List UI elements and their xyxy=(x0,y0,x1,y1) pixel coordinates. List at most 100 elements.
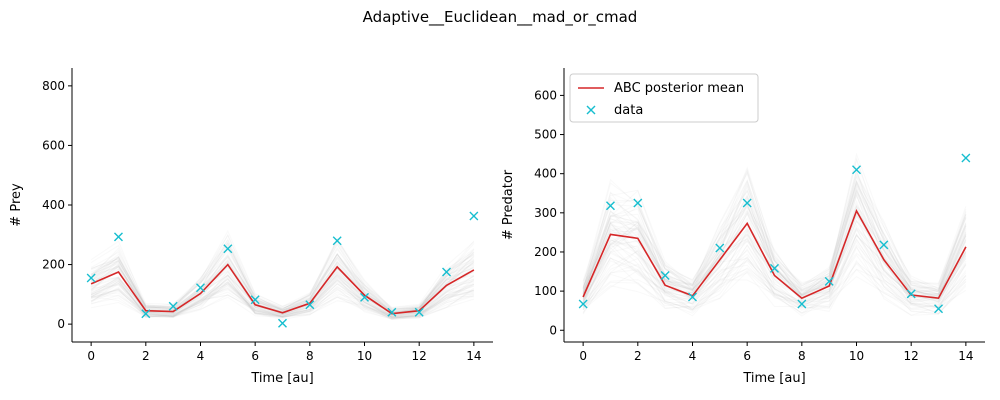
prey-sample-line xyxy=(90,237,475,310)
prey-data-point xyxy=(250,295,260,305)
predator-y-tick-label: 100 xyxy=(534,284,557,298)
predator-sample-line xyxy=(582,213,967,305)
predator-sample-line xyxy=(582,245,967,316)
predator-sample-line xyxy=(582,208,967,305)
predator-data-point xyxy=(824,276,834,286)
prey-data-point xyxy=(141,309,151,319)
figure-title: Adaptive__Euclidean__mad_or_cmad xyxy=(363,8,638,27)
prey-sample-line xyxy=(90,286,475,319)
prey-chart-panel: 0 2 4 6 8 10 12 14 0 200 400 600 800 Time [au] # Prey xyxy=(9,68,493,386)
prey-sample-line xyxy=(90,273,475,318)
prey-data-point xyxy=(305,300,315,310)
predator-sample-line xyxy=(582,263,967,317)
predator-sample-line xyxy=(582,210,967,299)
prey-x-tick-label: 4 xyxy=(197,349,205,363)
predator-sample-line xyxy=(582,226,967,311)
predator-sample-line xyxy=(582,168,967,287)
predator-sample-line xyxy=(582,213,967,300)
prey-data-point xyxy=(469,211,479,221)
prey-sample-line xyxy=(90,276,474,318)
predator-sample-line xyxy=(582,234,967,307)
prey-sample-line xyxy=(90,284,475,318)
prey-sample-line xyxy=(90,248,475,310)
predator-data-point xyxy=(715,243,725,253)
prey-sample-line xyxy=(90,281,475,316)
prey-sample-line xyxy=(90,260,475,315)
predator-sample-line xyxy=(582,268,967,314)
predator-sample-line xyxy=(582,188,967,293)
predator-sample-line xyxy=(582,190,967,299)
predator-sample-line xyxy=(582,233,967,307)
prey-sample-line xyxy=(90,246,475,313)
prey-sample-line xyxy=(90,242,475,313)
predator-sample-line xyxy=(582,179,967,298)
prey-sample-line xyxy=(90,241,475,310)
predator-x-tick-label: 4 xyxy=(689,349,697,363)
prey-y-tick-label: 800 xyxy=(42,79,65,93)
prey-sample-line xyxy=(90,278,475,319)
predator-sample-line xyxy=(582,166,967,291)
predator-sample-line xyxy=(582,246,967,315)
prey-x-tick-label: 0 xyxy=(87,349,95,363)
predator-legend: ABC posterior mean data xyxy=(569,73,759,123)
predator-x-tick-label: 0 xyxy=(579,349,587,363)
predator-posterior-samples xyxy=(582,152,967,317)
prey-sample-line xyxy=(90,233,475,308)
predator-data-point xyxy=(660,270,670,280)
prey-sample-line xyxy=(90,278,475,318)
predator-sample-line xyxy=(582,244,967,315)
prey-sample-line xyxy=(90,262,475,316)
prey-y-axis-label: # Prey xyxy=(9,183,24,227)
prey-sample-line xyxy=(90,283,475,319)
prey-sample-line xyxy=(90,279,475,318)
prey-y-tick-label: 200 xyxy=(42,258,65,272)
prey-sample-line xyxy=(90,275,475,318)
predator-sample-line xyxy=(582,221,967,301)
predator-sample-line xyxy=(582,179,967,296)
predator-sample-line xyxy=(582,208,967,303)
prey-x-tick-label: 10 xyxy=(357,349,372,363)
prey-sample-line xyxy=(90,267,475,318)
prey-sample-line xyxy=(90,253,475,312)
prey-sample-line xyxy=(90,240,475,313)
prey-posterior-samples xyxy=(90,229,475,321)
predator-sample-line xyxy=(582,240,967,312)
predator-sample-line xyxy=(582,171,967,290)
predator-sample-line xyxy=(582,229,967,300)
predator-sample-line xyxy=(582,219,967,303)
prey-sample-line xyxy=(90,271,475,316)
predator-sample-line xyxy=(582,178,967,289)
predator-x-tick-label: 8 xyxy=(798,349,806,363)
predator-y-tick-label: 400 xyxy=(534,167,557,181)
prey-x-tick-label: 6 xyxy=(251,349,259,363)
predator-sample-line xyxy=(582,230,967,304)
predator-sample-line xyxy=(582,194,967,303)
prey-y-tick-label: 400 xyxy=(42,198,65,212)
prey-sample-line xyxy=(90,294,475,320)
predator-data-point xyxy=(605,201,615,211)
predator-sample-line xyxy=(582,238,967,308)
legend-mean-label: ABC posterior mean xyxy=(614,81,744,96)
prey-x-axis-label: Time [au] xyxy=(250,371,313,386)
prey-data-point xyxy=(360,292,370,302)
prey-sample-line xyxy=(90,234,475,309)
prey-sample-line xyxy=(90,271,475,317)
prey-data-point xyxy=(195,283,205,293)
predator-data-point xyxy=(934,304,944,314)
prey-sample-line xyxy=(90,238,475,310)
predator-sample-line xyxy=(582,180,967,292)
predator-data-point xyxy=(906,289,916,299)
predator-sample-line xyxy=(582,258,967,315)
predator-y-tick-label: 0 xyxy=(549,323,557,337)
predator-sample-line xyxy=(582,252,967,310)
predator-sample-line xyxy=(582,180,967,297)
prey-data-point xyxy=(387,307,397,317)
predator-sample-line xyxy=(582,156,967,294)
predator-data-point xyxy=(879,240,889,250)
prey-sample-line xyxy=(90,278,475,320)
predator-sample-line xyxy=(582,182,967,293)
prey-sample-line xyxy=(90,229,475,311)
prey-posterior-mean-line xyxy=(90,263,475,315)
prey-sample-line xyxy=(90,275,474,319)
